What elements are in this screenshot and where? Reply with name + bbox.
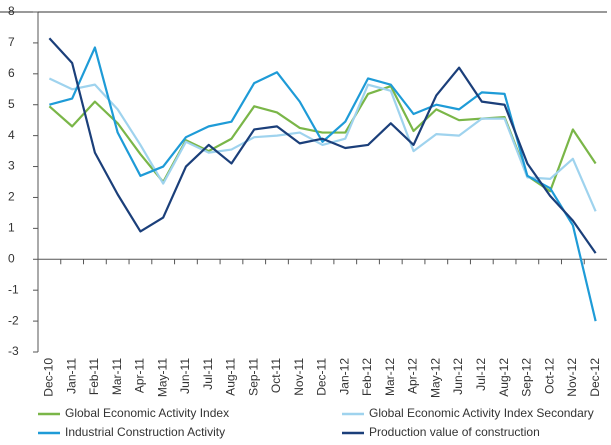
x-tick-label: Mar-12 <box>383 358 397 396</box>
x-tick-label: Jul-11 <box>201 358 215 390</box>
x-tick-label: Sep-12 <box>520 358 534 397</box>
legend-label: Global Economic Activity Index Secondary <box>369 406 594 420</box>
x-tick-label: Aug-11 <box>224 358 238 396</box>
x-tick-label: Oct-12 <box>542 358 556 394</box>
x-tick-label: Jan-11 <box>64 358 78 394</box>
x-tick-label: Dec-10 <box>42 358 56 397</box>
y-tick-label: 2 <box>8 190 15 204</box>
x-tick-label: Dec-11 <box>315 358 329 396</box>
series-line <box>48 85 597 193</box>
series-line <box>49 46 597 322</box>
x-tick-label: Jun-12 <box>451 358 465 395</box>
legend-label: Global Economic Activity Index <box>65 406 229 420</box>
x-tick-label: Sep-11 <box>246 358 260 396</box>
y-tick-label: 7 <box>8 35 15 49</box>
y-tick-label: 1 <box>8 221 15 235</box>
x-tick-label: Feb-12 <box>360 358 374 396</box>
series-line <box>48 77 597 212</box>
y-tick-label: 4 <box>8 128 15 142</box>
x-tick-label: Feb-11 <box>87 358 101 395</box>
x-tick-label: Dec-12 <box>588 358 602 397</box>
x-tick-label: Oct-11 <box>269 358 283 393</box>
x-tick-label: Jul-12 <box>474 358 488 391</box>
x-tick-label: Nov-12 <box>565 358 579 397</box>
y-tick-label: 8 <box>8 4 15 18</box>
series-line <box>48 37 597 254</box>
y-tick-label: 6 <box>8 66 15 80</box>
x-tick-label: Aug-12 <box>497 358 511 397</box>
y-tick-label: -1 <box>8 282 19 296</box>
y-tick-label: 5 <box>8 97 15 111</box>
y-tick-label: 3 <box>8 159 15 173</box>
x-tick-label: Apr-11 <box>133 358 147 393</box>
x-tick-label: Jan-12 <box>337 358 351 395</box>
x-tick-label: May-12 <box>428 358 442 398</box>
x-tick-label: Jun-11 <box>178 358 192 394</box>
x-tick-label: Nov-11 <box>292 358 306 396</box>
x-tick-label: Apr-12 <box>406 358 420 394</box>
x-tick-label: Mar-11 <box>110 358 124 395</box>
x-tick-label: May-11 <box>155 358 169 397</box>
legend-label: Industrial Construction Activity <box>65 425 225 439</box>
legend-label: Production value of construction <box>369 425 540 439</box>
y-tick-label: -3 <box>8 344 19 358</box>
y-tick-label: 0 <box>8 251 15 265</box>
y-tick-label: -2 <box>8 313 19 327</box>
